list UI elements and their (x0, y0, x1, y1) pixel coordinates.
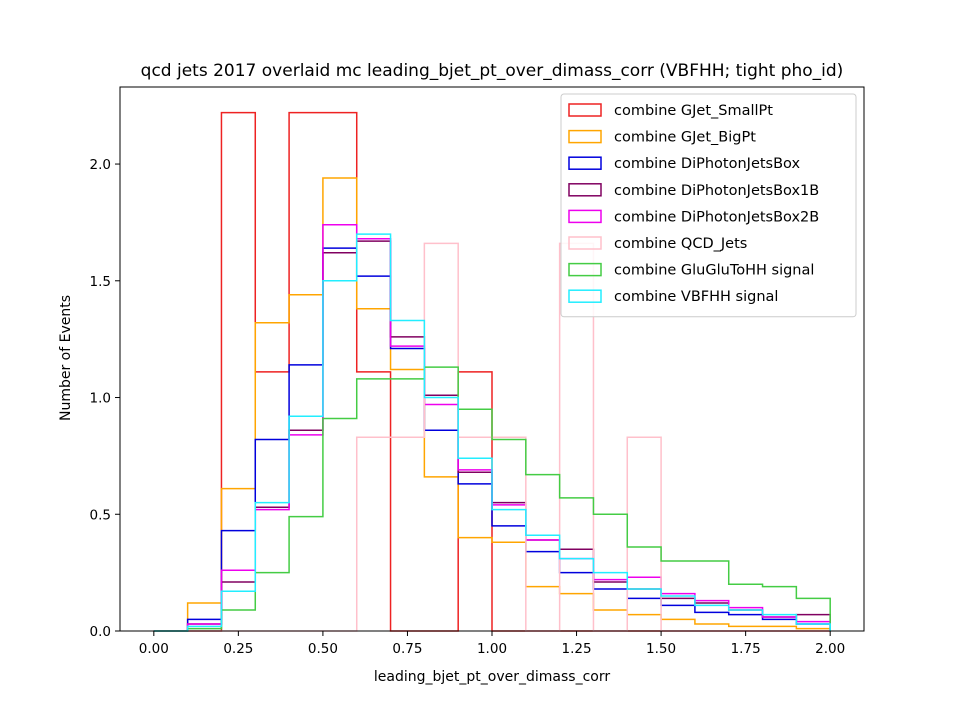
y-tick-label: 0.0 (90, 624, 111, 640)
histogram-series-6 (153, 366, 831, 632)
legend-entry-label: combine VBFHH signal (614, 289, 778, 305)
y-axis-label: Number of Events (58, 295, 74, 421)
legend-swatch (568, 289, 602, 303)
y-tick-label: 1.0 (90, 391, 111, 407)
legend-swatch (568, 236, 602, 250)
x-axis-label: leading_bjet_pt_over_dimass_corr (374, 669, 610, 685)
histogram-series-1 (153, 177, 831, 632)
legend-swatch (568, 129, 602, 144)
legend-box (560, 93, 857, 318)
legend-entry-label: combine DiPhotonJetsBox (614, 156, 800, 172)
x-tick-label: 0.75 (392, 641, 422, 657)
histogram-series-7 (153, 233, 831, 632)
legend-entry-label: combine DiPhotonJetsBox1B (614, 183, 819, 199)
x-axis: 0.00 0.25 0.50 0.75 1.00 1.25 1.50 1.75 2.00 (139, 631, 845, 657)
y-tick-label: 1.5 (90, 274, 111, 290)
legend-swatch (568, 209, 602, 224)
x-tick-label: 0.50 (308, 641, 338, 657)
legend-swatch (568, 156, 602, 170)
legend-swatch (568, 262, 602, 277)
legend-swatch (568, 183, 602, 197)
legend-entry-label: combine GJet_SmallPt (614, 103, 773, 119)
x-tick-label: 1.50 (646, 641, 676, 657)
legend-entry-label: combine GluGluToHH signal (614, 263, 814, 279)
legend-entry-label: combine GJet_BigPt (614, 130, 756, 146)
legend-entry-label: combine DiPhotonJetsBox2B (614, 209, 819, 225)
x-tick-label: 1.75 (731, 641, 761, 657)
y-tick-label: 2.0 (90, 157, 111, 173)
x-tick-label: 0.25 (223, 641, 253, 657)
y-axis: 0.0 0.5 1.0 1.5 2.0 (90, 157, 120, 640)
x-tick-label: 0.00 (139, 641, 169, 657)
x-tick-label: 1.25 (562, 641, 592, 657)
histogram-series-2 (153, 247, 831, 632)
legend-entry-label: combine QCD_Jets (614, 236, 747, 252)
plot-area (119, 86, 865, 632)
y-tick-label: 0.5 (90, 507, 111, 523)
x-tick-label: 1.00 (477, 641, 507, 657)
legend-swatch (568, 103, 602, 117)
chart-title: qcd jets 2017 overlaid mc leading_bjet_p… (141, 61, 844, 81)
x-tick-label: 2.00 (815, 641, 845, 657)
